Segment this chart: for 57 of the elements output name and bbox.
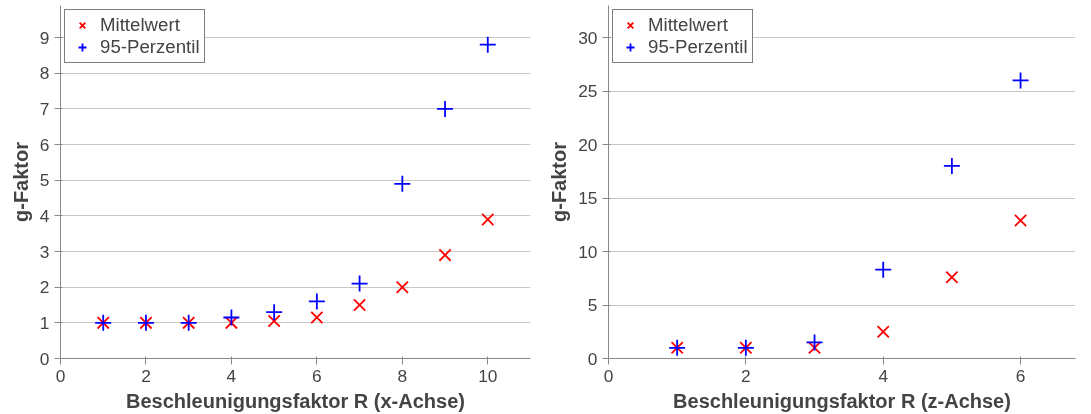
- y-tick-label: 8: [39, 63, 50, 84]
- y-tick-label: 2: [39, 277, 50, 298]
- point: [942, 157, 961, 175]
- point: [1014, 213, 1028, 228]
- point: [478, 35, 497, 54]
- point: [945, 270, 959, 284]
- y-tick-label: 5: [39, 170, 50, 191]
- point: [874, 260, 893, 279]
- y-tick-label: 6: [39, 134, 50, 155]
- point: [310, 310, 324, 325]
- legend-label: Mittelwert: [648, 14, 728, 36]
- point: [267, 314, 281, 328]
- x-tick-label: 2: [741, 365, 751, 386]
- point: [395, 280, 409, 294]
- x-tick-label: 2: [141, 365, 151, 386]
- y-tick-label: 4: [39, 205, 50, 226]
- point: [438, 248, 452, 262]
- point: [350, 274, 369, 293]
- point: [805, 333, 824, 352]
- y-tick-label: 0: [39, 348, 50, 369]
- legend-label: 95-Perzentil: [100, 36, 200, 58]
- point: [436, 100, 454, 118]
- point: [265, 303, 284, 322]
- y-tick-label: 10: [578, 241, 598, 262]
- x-tick-label: 4: [226, 365, 237, 386]
- x-tick-label: 8: [397, 365, 408, 386]
- x-tick-label: 4: [878, 365, 889, 386]
- x-tick-label: 6: [312, 365, 322, 386]
- y-tick-label: 20: [578, 134, 598, 155]
- point: [807, 341, 822, 355]
- y-tick-label: 3: [39, 241, 50, 262]
- point: [1011, 71, 1030, 90]
- point: [224, 316, 238, 330]
- point: [307, 292, 326, 311]
- x-tick-label: 0: [55, 365, 66, 386]
- y-axis-title: g-Faktor: [548, 141, 571, 222]
- y-axis-title: g-Faktor: [9, 141, 32, 222]
- y-tick-label: 25: [578, 81, 598, 102]
- x-axis-title: Beschleunigungsfaktor R (x-Achse): [126, 389, 465, 412]
- point: [393, 174, 412, 193]
- y-tick-label: 1: [39, 312, 50, 333]
- legend-label: Mittelwert: [100, 14, 180, 36]
- y-tick-label: 9: [39, 27, 50, 48]
- legend-label: 95-Perzentil: [648, 36, 748, 58]
- y-tick-label: 7: [39, 98, 50, 119]
- point: [353, 298, 367, 312]
- y-tick-label: 15: [578, 188, 598, 209]
- y-tick-label: 0: [587, 348, 598, 369]
- y-tick-label: 5: [587, 295, 598, 316]
- point: [876, 325, 890, 339]
- x-tick-label: 6: [1015, 365, 1026, 386]
- x-tick-label: 0: [603, 365, 614, 386]
- point: [481, 212, 495, 226]
- x-axis-title: Beschleunigungsfaktor R (z-Achse): [673, 389, 1011, 412]
- y-tick-label: 30: [578, 27, 598, 48]
- point: [222, 308, 241, 327]
- x-tick-label: 10: [478, 365, 498, 386]
